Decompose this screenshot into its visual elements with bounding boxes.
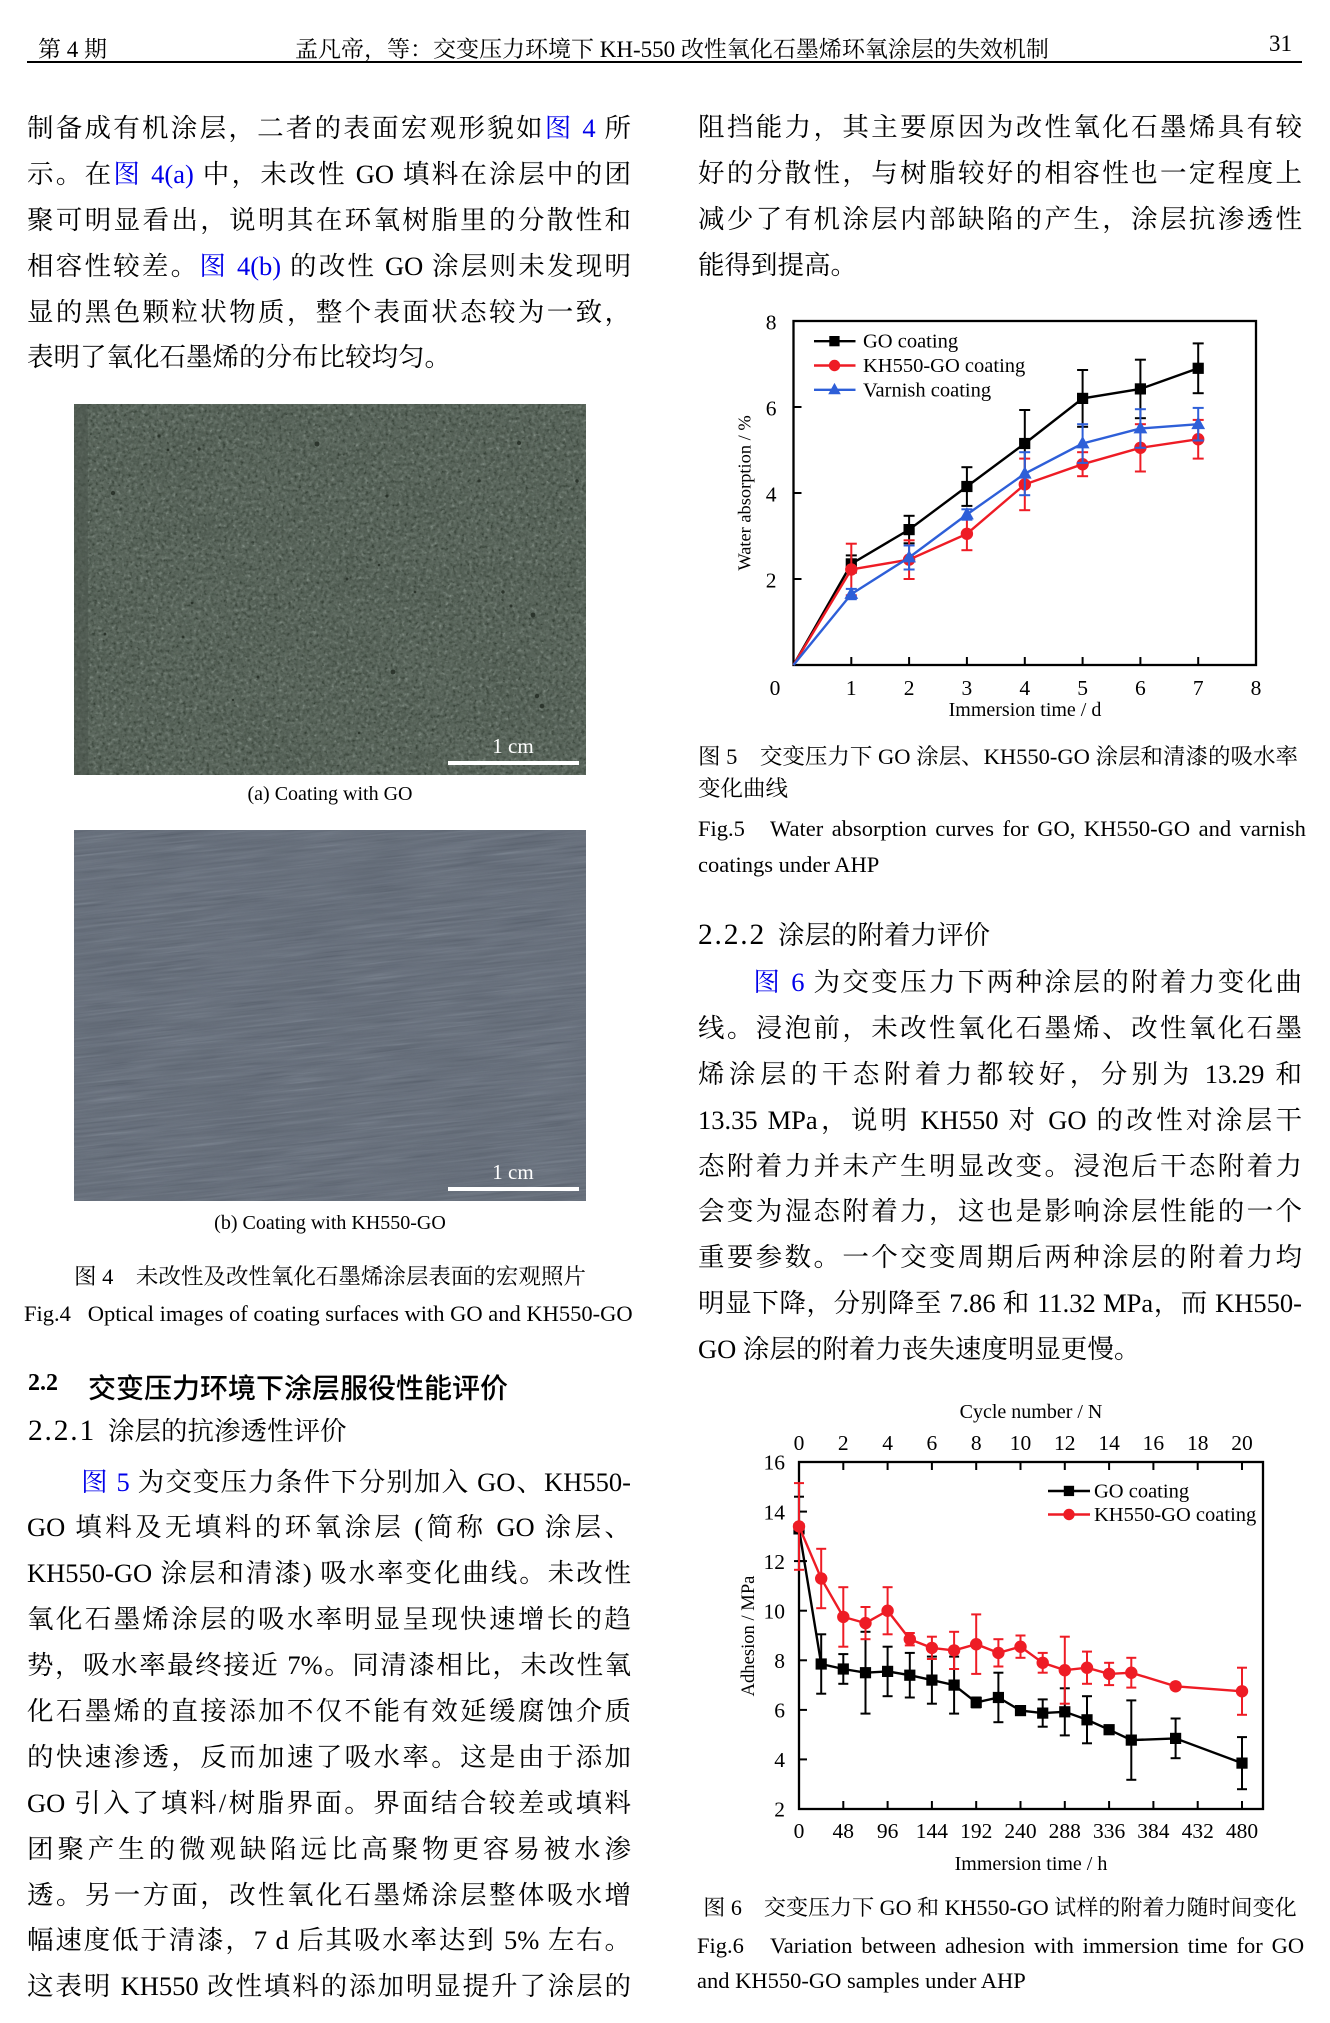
svg-text:KH550-GO coating: KH550-GO coating [1094, 1504, 1256, 1526]
svg-text:432: 432 [1182, 1819, 1214, 1843]
svg-text:0: 0 [794, 1819, 805, 1843]
svg-text:14: 14 [764, 1500, 786, 1524]
svg-text:4: 4 [766, 483, 777, 507]
svg-text:4: 4 [882, 1431, 893, 1455]
svg-text:384: 384 [1137, 1819, 1170, 1843]
svg-text:0: 0 [794, 1431, 805, 1455]
svg-text:0: 0 [770, 676, 781, 700]
svg-text:1 cm: 1 cm [492, 1160, 533, 1184]
svg-text:6: 6 [927, 1431, 938, 1455]
svg-text:336: 336 [1093, 1819, 1126, 1843]
svg-text:Water absorption / %: Water absorption / % [735, 415, 755, 570]
svg-text:144: 144 [916, 1819, 949, 1843]
svg-text:480: 480 [1226, 1819, 1258, 1843]
svg-text:4: 4 [1019, 676, 1030, 700]
svg-text:6: 6 [1135, 676, 1146, 700]
svg-text:Immersion time / d: Immersion time / d [949, 699, 1102, 721]
svg-text:12: 12 [764, 1550, 786, 1574]
svg-text:8: 8 [766, 311, 777, 335]
svg-text:192: 192 [960, 1819, 992, 1843]
svg-text:12: 12 [1054, 1431, 1076, 1455]
svg-text:288: 288 [1049, 1819, 1081, 1843]
svg-text:3: 3 [962, 676, 973, 700]
svg-text:240: 240 [1004, 1819, 1036, 1843]
svg-text:1 cm: 1 cm [492, 734, 533, 758]
svg-text:6: 6 [774, 1699, 785, 1723]
svg-text:4: 4 [774, 1748, 785, 1772]
svg-text:8: 8 [971, 1431, 982, 1455]
svg-text:Immersion time / h: Immersion time / h [955, 1853, 1108, 1875]
svg-text:2: 2 [838, 1431, 849, 1455]
svg-text:1: 1 [846, 676, 857, 700]
svg-text:14: 14 [1098, 1431, 1120, 1455]
svg-text:GO coating: GO coating [1094, 1481, 1189, 1503]
svg-text:96: 96 [877, 1819, 899, 1843]
svg-text:2: 2 [774, 1798, 785, 1822]
svg-text:GO coating: GO coating [863, 331, 958, 353]
svg-text:Adhesion / MPa: Adhesion / MPa [738, 1576, 759, 1697]
svg-text:Cycle number / N: Cycle number / N [960, 1401, 1103, 1423]
svg-text:5: 5 [1077, 676, 1088, 700]
svg-text:16: 16 [764, 1451, 786, 1475]
svg-text:2: 2 [904, 676, 915, 700]
svg-text:2: 2 [766, 569, 777, 593]
svg-text:18: 18 [1187, 1431, 1209, 1455]
svg-text:10: 10 [764, 1599, 786, 1623]
svg-text:20: 20 [1231, 1431, 1253, 1455]
svg-text:10: 10 [1010, 1431, 1032, 1455]
svg-text:KH550-GO coating: KH550-GO coating [863, 355, 1025, 377]
svg-text:8: 8 [774, 1649, 785, 1673]
svg-text:Varnish coating: Varnish coating [863, 379, 991, 401]
svg-text:16: 16 [1143, 1431, 1165, 1455]
svg-text:6: 6 [766, 397, 777, 421]
svg-text:7: 7 [1193, 676, 1204, 700]
svg-text:8: 8 [1251, 676, 1262, 700]
svg-text:48: 48 [833, 1819, 855, 1843]
